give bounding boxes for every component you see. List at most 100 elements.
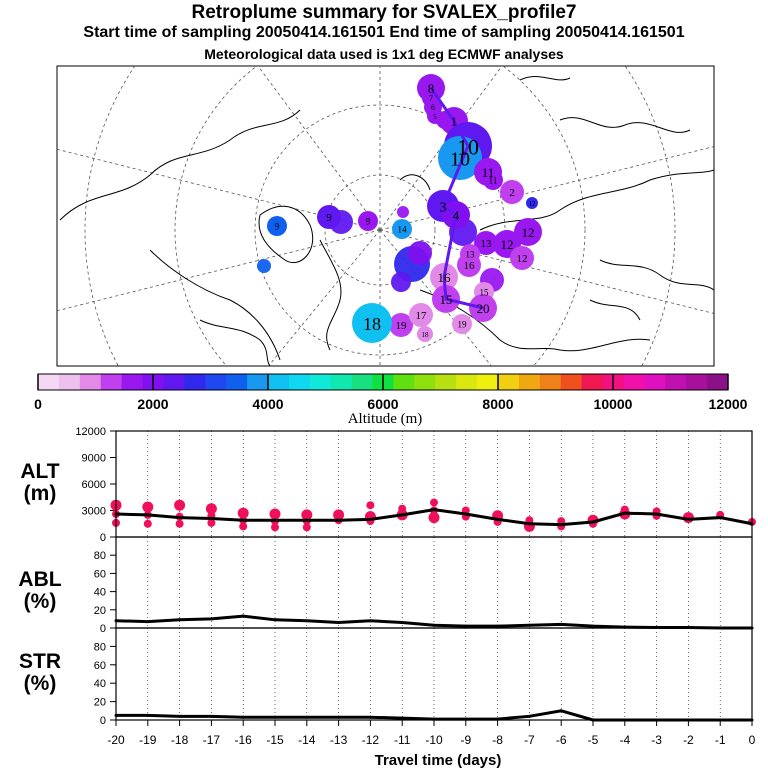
colorbar-tick-label: 12000: [709, 396, 748, 412]
y-tick-label: 80: [94, 641, 106, 653]
series-point: [559, 709, 563, 713]
plume-circle: [526, 197, 538, 209]
series-point: [305, 518, 309, 522]
colorbar-swatch: [226, 374, 248, 390]
x-tick-label: -15: [266, 733, 284, 747]
plume-label: 3: [440, 201, 447, 216]
chart-subtitle: Start time of sampling 20050414.161501 E…: [83, 24, 685, 41]
colorbar-swatch: [309, 374, 332, 390]
colorbar-swatch: [623, 374, 645, 390]
y-tick-label: 0: [100, 532, 106, 544]
y-tick-label: 20: [94, 697, 106, 709]
altitude-scatter-point: [430, 498, 438, 507]
plume-circle: [500, 180, 524, 204]
x-tick-label: 0: [749, 733, 756, 747]
panel-abl: 80 60 40 20 0 ABL(%): [18, 536, 754, 635]
plume-label: 6: [431, 103, 435, 112]
plume-label: 12: [501, 237, 514, 252]
x-tick-label: -9: [460, 733, 471, 747]
plume-label: 13: [481, 238, 493, 250]
x-tick-label: -17: [203, 733, 221, 747]
plume-circle: [417, 326, 433, 342]
plume-blob: [397, 206, 409, 218]
series-point: [591, 520, 595, 524]
plume-circle: [474, 231, 498, 255]
y-tick-label: 9000: [82, 453, 106, 465]
panel-alt: 12000 9000 6000 3000 0 ALT(m): [20, 426, 756, 544]
x-tick-label: -18: [171, 733, 189, 747]
plume-circle: [409, 303, 433, 327]
series-point: [273, 715, 277, 719]
colorbar-swatch: [330, 374, 353, 390]
y-tick-label: 20: [94, 605, 106, 617]
x-axis-title: Travel time (days): [375, 752, 502, 768]
colorbar-swatch: [288, 374, 311, 390]
colorbar-swatch: [393, 374, 415, 390]
plume-label: 12: [529, 200, 537, 208]
y-tick-label: 40: [94, 587, 106, 599]
plume-label: 18: [363, 314, 381, 334]
panel-ylabel: ALT: [20, 460, 59, 483]
altitude-scatter-point: [271, 523, 279, 532]
panel-ylabel: (%): [24, 672, 57, 695]
coastlines: [59, 75, 714, 366]
series-point: [686, 517, 690, 521]
series-point: [146, 713, 150, 717]
colorbar-swatch: [665, 374, 687, 390]
plume-label: 13: [466, 250, 476, 260]
x-tick-label: -19: [139, 733, 157, 747]
series-point: [496, 517, 500, 521]
plume-label: 18: [422, 331, 430, 339]
plume-circle: [457, 253, 481, 277]
x-tick-label: -5: [588, 733, 599, 747]
altitude-scatter-point: [207, 518, 216, 527]
chart-title: Retroplume summary for SVALEX_profile7: [191, 2, 577, 23]
y-tick-label: 80: [94, 550, 106, 562]
plume-label: 7: [429, 94, 433, 103]
plume-label: 1: [451, 114, 458, 129]
colorbar-swatch: [38, 374, 60, 390]
colorbar-swatch: [518, 374, 541, 390]
series-point: [623, 511, 627, 515]
colorbar-swatch: [268, 374, 290, 390]
colorbar-swatch: [100, 374, 123, 390]
altitude-scatter-point: [174, 499, 186, 511]
x-tick-label: -13: [330, 733, 348, 747]
series-point: [464, 624, 468, 628]
series-point: [337, 621, 341, 625]
plume-blob: [391, 272, 411, 292]
colorbar-swatch: [435, 374, 457, 390]
colorbar-tick-label: 2000: [137, 396, 168, 412]
panel-ylabel: STR: [19, 650, 61, 673]
plume-label: 4: [453, 208, 460, 223]
colorbar-swatch: [644, 374, 666, 390]
colorbar-swatch: [121, 374, 144, 390]
series-point: [305, 715, 309, 719]
colorbar-swatch: [498, 374, 520, 390]
plume-circle: [438, 136, 482, 180]
altitude-scatter-point: [269, 508, 281, 520]
colorbar-tick-label: 8000: [482, 396, 513, 412]
series-point: [178, 516, 182, 520]
series-point: [241, 715, 245, 719]
series-point: [337, 715, 341, 719]
altitude-scatter-point: [302, 523, 311, 532]
colorbar-swatch: [351, 374, 374, 390]
plume-label: 9: [326, 212, 332, 224]
plume-label: 19: [458, 320, 468, 330]
plume-label: 19: [396, 320, 408, 332]
series-point: [464, 512, 468, 516]
plume-circle: [510, 246, 534, 270]
series-point: [368, 619, 372, 623]
plume-label: 5: [433, 113, 437, 121]
plume-circle: [352, 303, 392, 343]
series-point: [400, 513, 404, 517]
plume-label: 16: [464, 260, 476, 272]
x-tick-label: -14: [298, 733, 316, 747]
colorbar-tick-label: 10000: [594, 396, 633, 412]
series-point: [718, 516, 722, 520]
series-point: [432, 508, 436, 512]
y-tick-label: 0: [100, 715, 106, 727]
colorbar-swatch: [477, 374, 499, 390]
